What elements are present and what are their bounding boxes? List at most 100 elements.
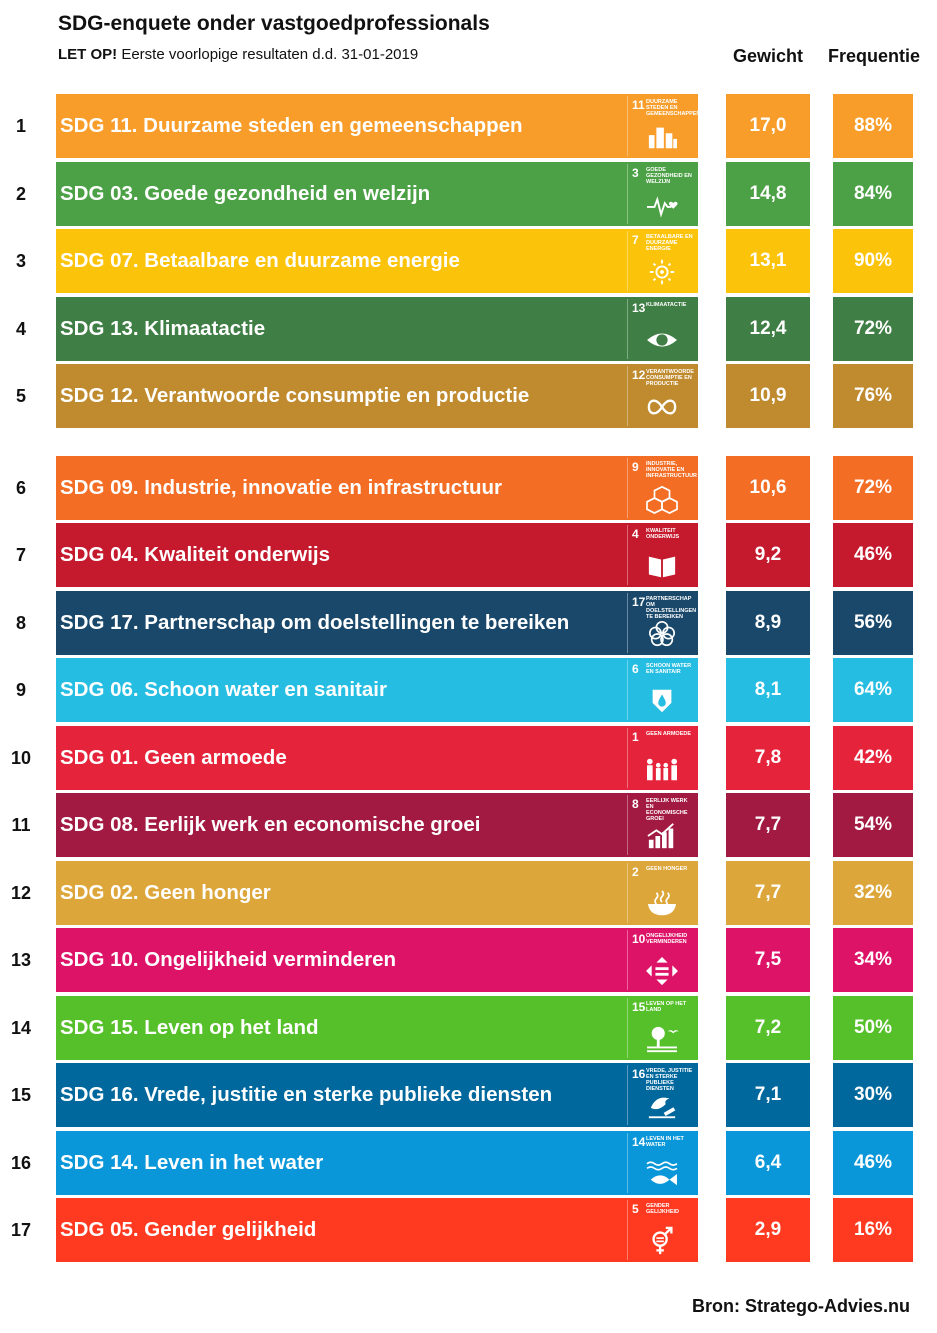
sdg-icon-number: 7 <box>632 233 639 247</box>
frequentie-value: 54% <box>833 793 913 857</box>
sdg-icon-caption: Verantwoorde consumptie en productie <box>646 369 694 387</box>
sdg-icon-number: 15 <box>632 999 646 1014</box>
infinity-icon: 12 Verantwoorde consumptie en productie <box>627 366 696 426</box>
rank-number: 1 <box>15 116 26 136</box>
frequentie-value: 88% <box>833 94 913 158</box>
source-credit: Bron: Stratego-Advies.nu <box>691 1296 910 1316</box>
frequentie-value: 84% <box>833 161 913 226</box>
sdg-icon-number: 6 <box>632 662 639 676</box>
gewicht-value: 8,1 <box>726 658 810 722</box>
frequentie-value: 46% <box>833 1130 913 1195</box>
sdg-icon-caption: Betaalbare en duurzame energie <box>646 234 693 252</box>
sdg-label: SDG 12. Verantwoorde consumptie en produ… <box>60 384 530 407</box>
sun-icon: 7 Betaalbare en duurzame energie <box>627 231 696 291</box>
sdg-icon-caption: Ongelijkheid verminderen <box>646 933 688 945</box>
frequentie-value: 46% <box>833 523 913 587</box>
sdg-bar: SDG 17. Partnerschap om doelstellingen t… <box>56 590 698 655</box>
fish-icon-glyph <box>646 1160 678 1185</box>
sdg-label: SDG 16. Vrede, justitie en sterke publie… <box>60 1083 553 1106</box>
rank-number: 13 <box>10 950 32 970</box>
heartbeat-icon: 3 Goede gezondheid en welzijn <box>627 163 696 224</box>
frequentie-value: 50% <box>833 995 913 1060</box>
dove-gavel-icon: 16 Vrede, justitie en sterke publieke die… <box>627 1065 696 1125</box>
sdg-icon-caption: Kwaliteit onderwijs <box>646 528 680 540</box>
frequentie-value: 64% <box>833 658 913 722</box>
sdg-icon-number: 14 <box>632 1134 646 1149</box>
frequentie-value: 56% <box>833 590 913 655</box>
sun-icon-glyph <box>649 259 675 285</box>
equality-arrows-icon: 10 Ongelijkheid verminderen <box>627 930 696 990</box>
sdg-icon-caption: Leven op het land <box>646 1000 687 1013</box>
rank-number: 12 <box>10 882 32 903</box>
bowl-icon-glyph <box>647 889 677 915</box>
sdg-bar: SDG 02. Geen honger 2 Geen honger <box>56 860 698 925</box>
frequentie-value: 72% <box>833 296 913 361</box>
subtitle-text: Eerste voorlopige resultaten d.d. 31-01-… <box>117 46 419 63</box>
rank-number: 9 <box>15 680 26 700</box>
frequentie-value: 72% <box>833 455 913 520</box>
sdg-bar: SDG 03. Goede gezondheid en welzijn 3 Goed… <box>56 161 698 226</box>
sdg-icon-caption: Goede gezondheid en welzijn <box>646 166 692 185</box>
eye-globe-icon-glyph <box>647 332 677 347</box>
sdg-label: SDG 17. Partnerschap om doelstellingen t… <box>60 610 570 634</box>
rank-number: 2 <box>15 183 26 204</box>
sdg-icon-caption: Schoon water en sanitair <box>646 663 692 675</box>
sdg-icon-number: 2 <box>632 864 639 879</box>
gewicht-value: 7,7 <box>726 860 810 925</box>
sdg-bar: SDG 09. Industrie, innovatie en infrastr… <box>56 455 698 520</box>
frequentie-value: 42% <box>833 725 913 790</box>
city-icon-glyph <box>648 127 677 149</box>
column-header-frequentie: Frequentie <box>827 46 920 66</box>
sdg-label: SDG 15. Leven op het land <box>60 1015 319 1039</box>
sdg-bar: SDG 08. Eerlijk werk en economische groe… <box>56 793 698 857</box>
rank-number: 7 <box>15 545 26 565</box>
gewicht-value: 7,5 <box>726 928 810 992</box>
sdg-icon-caption: Partnerschap om doelstellingen te bereik… <box>646 595 697 620</box>
sdg-icon-number: 12 <box>632 368 646 382</box>
gender-icon: 5 Gender gelijkheid <box>627 1200 696 1260</box>
book-icon: 4 Kwaliteit onderwijs <box>627 525 696 585</box>
water-drop-icon-glyph <box>652 689 672 713</box>
rank-number: 10 <box>10 747 32 768</box>
sdg-label: SDG 14. Leven in het water <box>60 1150 324 1174</box>
rank-number: 11 <box>11 815 31 835</box>
growth-chart-icon-glyph <box>647 823 674 849</box>
eye-globe-icon: 13 Klimaatactie <box>627 298 696 359</box>
water-drop-icon: 6 Schoon water en sanitair <box>627 660 696 720</box>
sdg-bar: SDG 06. Schoon water en sanitair 6 Schoon … <box>56 658 698 722</box>
gewicht-value: 10,6 <box>726 455 810 520</box>
sdg-icon-number: 5 <box>632 1202 639 1216</box>
heartbeat-icon-glyph <box>647 195 678 218</box>
tree-bird-icon: 15 Leven op het land <box>627 997 696 1058</box>
gewicht-value: 7,2 <box>726 995 810 1060</box>
family-icon: 1 Geen armoede <box>627 727 696 788</box>
gewicht-value: 12,4 <box>726 296 810 361</box>
gewicht-value: 7,7 <box>726 793 810 857</box>
gewicht-value: 17,0 <box>726 94 810 158</box>
sdg-icon-caption: Vrede, justitie en sterke publieke diens… <box>646 1068 693 1092</box>
sdg-bar: SDG 10. Ongelijkheid verminderen 10 Ongeli… <box>56 928 698 992</box>
chart-title: SDG-enquete onder vastgoedprofessionals <box>58 12 490 35</box>
sdg-bar: SDG 12. Verantwoorde consumptie en produ… <box>56 364 698 428</box>
frequentie-value: 76% <box>833 364 913 428</box>
sdg-icon-number: 1 <box>632 729 639 744</box>
sdg-icon-caption: Klimaatactie <box>646 301 687 308</box>
gender-icon-glyph <box>652 1226 673 1255</box>
frequentie-value: 30% <box>833 1063 913 1127</box>
rank-number: 4 <box>15 318 26 339</box>
rank-number: 8 <box>15 612 26 633</box>
rings-icon-glyph <box>648 620 676 646</box>
frequentie-value: 34% <box>833 928 913 992</box>
growth-chart-icon: 8 Eerlijk werk en economische groei <box>627 795 696 855</box>
sdg-label: SDG 11. Duurzame steden en gemeenschappe… <box>60 114 523 137</box>
sdg-label: SDG 13. Klimaatactie <box>60 316 266 340</box>
gewicht-value: 8,9 <box>726 590 810 655</box>
sdg-icon-number: 4 <box>632 527 639 541</box>
sdg-icon-caption: Geen honger <box>646 865 688 872</box>
rank-number: 15 <box>10 1085 32 1105</box>
sdg-icon-caption: Geen armoede <box>646 730 692 737</box>
frequentie-value: 32% <box>833 860 913 925</box>
tree-bird-icon-glyph <box>647 1026 679 1052</box>
sdg-label: SDG 08. Eerlijk werk en economische groe… <box>60 813 481 836</box>
sdg-bar: SDG 07. Betaalbare en duurzame energie 7 B… <box>56 229 698 293</box>
